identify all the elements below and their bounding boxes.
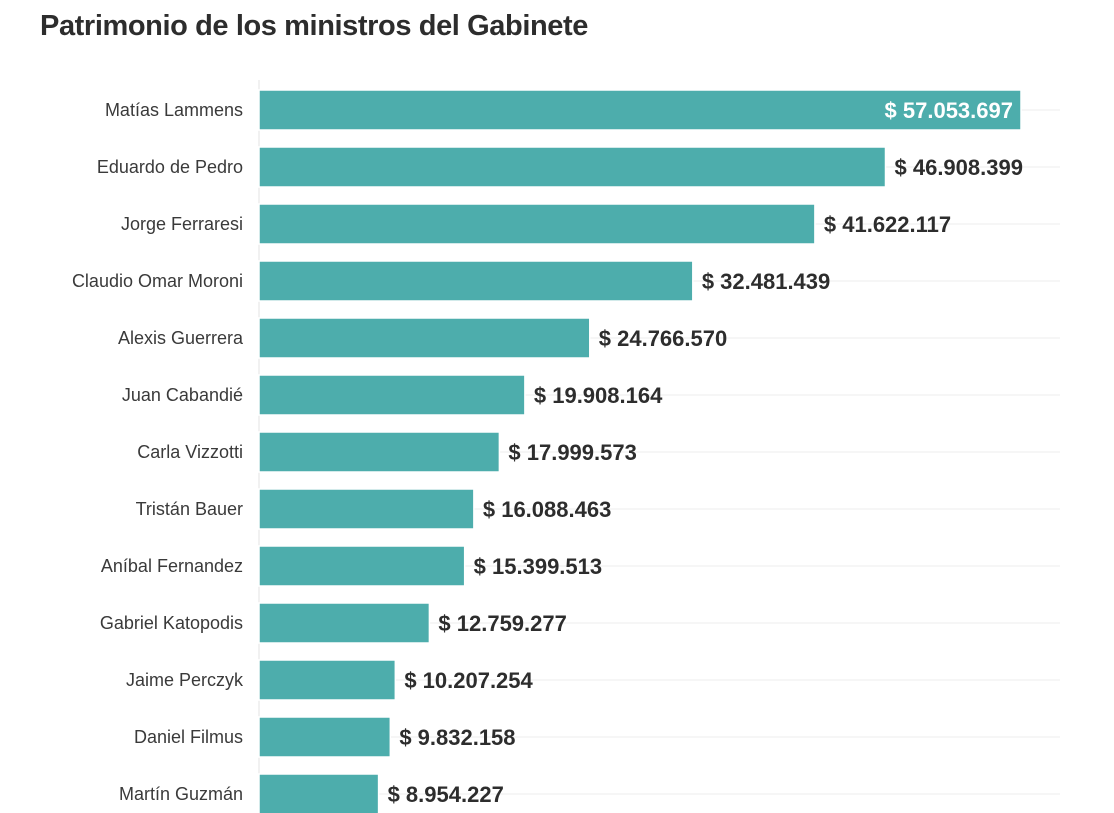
bar[interactable] (258, 659, 397, 701)
bar[interactable] (258, 260, 694, 302)
category-label: Eduardo de Pedro (97, 157, 243, 177)
data-label: $ 15.399.513 (474, 554, 602, 579)
data-label: $ 19.908.164 (534, 383, 663, 408)
bar[interactable] (258, 488, 475, 530)
bar[interactable] (258, 374, 526, 416)
data-label: $ 32.481.439 (702, 269, 830, 294)
category-label: Matías Lammens (105, 100, 243, 120)
category-label: Carla Vizzotti (137, 442, 243, 462)
category-label: Alexis Guerrera (118, 328, 244, 348)
data-label: $ 24.766.570 (599, 326, 727, 351)
category-label: Martín Guzmán (119, 784, 243, 804)
category-label: Jorge Ferraresi (121, 214, 243, 234)
bar[interactable] (258, 146, 887, 188)
data-label: $ 9.832.158 (399, 725, 515, 750)
bar[interactable] (258, 317, 591, 359)
data-label: $ 12.759.277 (438, 611, 566, 636)
category-label: Aníbal Fernandez (101, 556, 243, 576)
data-label: $ 46.908.399 (895, 155, 1023, 180)
category-label: Tristán Bauer (136, 499, 243, 519)
bar[interactable] (258, 89, 1022, 131)
category-label: Gabriel Katopodis (100, 613, 243, 633)
data-label: $ 16.088.463 (483, 497, 611, 522)
data-label: $ 8.954.227 (388, 782, 504, 807)
bar[interactable] (258, 431, 501, 473)
category-label: Juan Cabandié (122, 385, 243, 405)
bar[interactable] (258, 716, 392, 758)
data-label: $ 17.999.573 (508, 440, 636, 465)
bar[interactable] (258, 203, 816, 245)
category-label: Daniel Filmus (134, 727, 243, 747)
bar[interactable] (258, 602, 431, 644)
bar[interactable] (258, 773, 380, 813)
category-label: Claudio Omar Moroni (72, 271, 243, 291)
data-label: $ 57.053.697 (885, 98, 1013, 123)
bar[interactable] (258, 545, 466, 587)
chart-title: Patrimonio de los ministros del Gabinete (40, 10, 588, 42)
category-label: Jaime Perczyk (126, 670, 244, 690)
data-label: $ 10.207.254 (404, 668, 533, 693)
data-label: $ 41.622.117 (824, 212, 951, 237)
